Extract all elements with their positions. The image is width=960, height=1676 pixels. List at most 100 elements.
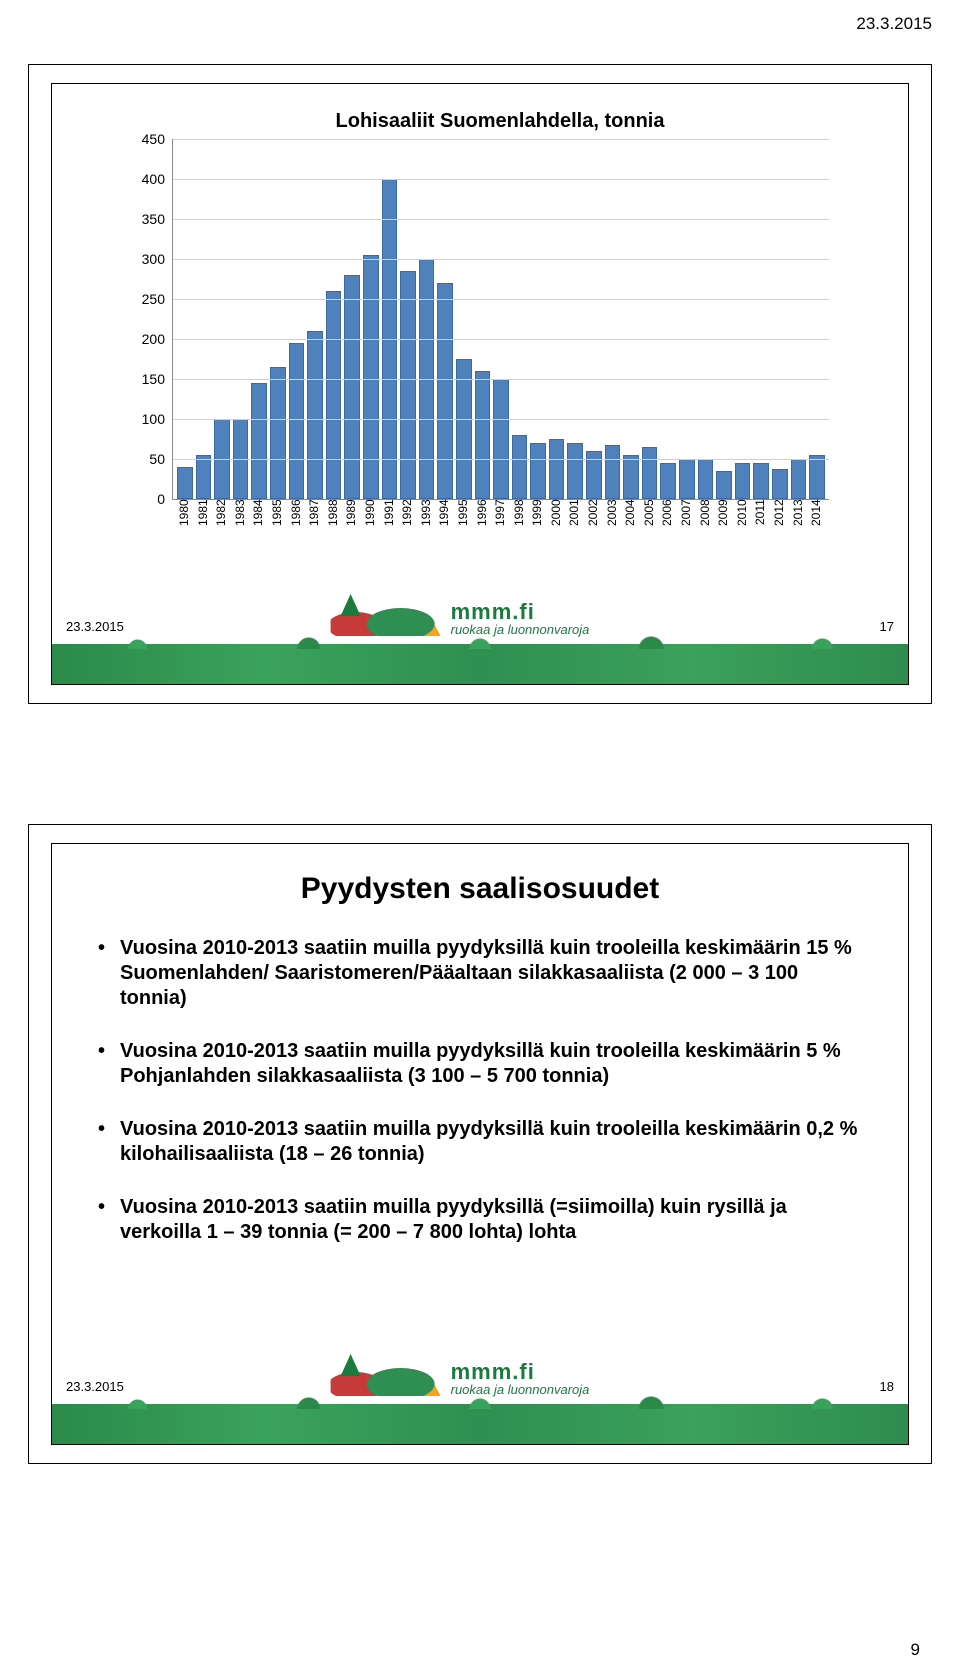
chart-bar — [437, 283, 453, 499]
chart-gridline — [173, 179, 829, 180]
slide-number: 18 — [880, 1379, 894, 1394]
chart-area: Lohisaaliit Suomenlahdella, tonnia 19801… — [172, 110, 828, 534]
chart-x-tick-label: 2002 — [586, 499, 602, 547]
slide-chart: Lohisaaliit Suomenlahdella, tonnia 19801… — [28, 64, 932, 704]
chart-bar — [623, 455, 639, 499]
mmm-brand: mmm.fi — [451, 1361, 590, 1383]
chart-title: Lohisaaliit Suomenlahdella, tonnia — [172, 110, 828, 133]
chart-bar — [270, 367, 286, 499]
chart-x-tick-label: 1989 — [344, 499, 360, 547]
chart-bar — [251, 383, 267, 499]
chart-bar — [716, 471, 732, 499]
chart-x-tick-label: 1985 — [270, 499, 286, 547]
slide-chart-inner: Lohisaaliit Suomenlahdella, tonnia 19801… — [51, 83, 909, 685]
chart-x-tick-label: 2008 — [698, 499, 714, 547]
chart-x-tick-label: 2001 — [567, 499, 583, 547]
chart-bar — [753, 463, 769, 499]
slide-bullets-inner: Pyydysten saalisosuudet Vuosina 2010-201… — [51, 843, 909, 1445]
slide2-bullets: Vuosina 2010-2013 saatiin muilla pyydyks… — [98, 936, 862, 1273]
chart-y-tick-label: 400 — [142, 171, 173, 187]
chart-bar — [772, 469, 788, 499]
bullet-item: Vuosina 2010-2013 saatiin muilla pyydyks… — [98, 1117, 862, 1167]
chart-x-tick-label: 1982 — [214, 499, 230, 547]
chart-x-tick-label: 1986 — [289, 499, 305, 547]
chart-x-tick-label: 1995 — [456, 499, 472, 547]
chart-x-tick-label: 1984 — [251, 499, 267, 547]
chart-y-tick-label: 0 — [157, 491, 173, 507]
chart-bar — [512, 435, 528, 499]
chart-y-tick-label: 450 — [142, 131, 173, 147]
chart-x-tick-label: 2005 — [642, 499, 658, 547]
chart-y-tick-label: 150 — [142, 371, 173, 387]
chart-bar — [679, 459, 695, 499]
chart-x-tick-label: 1992 — [400, 499, 416, 547]
chart-x-tick-label: 1980 — [177, 499, 193, 547]
chart-x-tick-label: 1983 — [233, 499, 249, 547]
mmm-logo-text: mmm.fi ruokaa ja luonnonvaroja — [451, 601, 590, 636]
chart-x-tick-label: 2006 — [660, 499, 676, 547]
chart-bar — [326, 291, 342, 499]
chart-x-tick-label: 1981 — [196, 499, 212, 547]
chart-bar — [809, 455, 825, 499]
slide-bullets: Pyydysten saalisosuudet Vuosina 2010-201… — [28, 824, 932, 1464]
chart-x-tick-label: 2011 — [753, 499, 769, 547]
chart-y-tick-label: 300 — [142, 251, 173, 267]
chart-y-tick-label: 100 — [142, 411, 173, 427]
chart-x-tick-label: 2003 — [605, 499, 621, 547]
chart-bar — [791, 459, 807, 499]
chart-bar — [400, 271, 416, 499]
chart-bar — [605, 445, 621, 499]
page-number: 9 — [911, 1640, 920, 1660]
logo-foliage-icon — [331, 1336, 451, 1396]
chart-x-tick-label: 1997 — [493, 499, 509, 547]
chart-x-tick-label: 1998 — [512, 499, 528, 547]
chart-gridline — [173, 139, 829, 140]
chart-bar — [307, 331, 323, 499]
chart-gridline — [173, 459, 829, 460]
chart-x-labels: 1980198119821983198419851986198719881989… — [173, 499, 829, 547]
bullet-item: Vuosina 2010-2013 saatiin muilla pyydyks… — [98, 936, 862, 1011]
chart-x-tick-label: 2012 — [772, 499, 788, 547]
mmm-logo-text: mmm.fi ruokaa ja luonnonvaroja — [451, 1361, 590, 1396]
chart-y-tick-label: 350 — [142, 211, 173, 227]
chart-y-tick-label: 250 — [142, 291, 173, 307]
chart-gridline — [173, 219, 829, 220]
chart-gridline — [173, 339, 829, 340]
chart-x-tick-label: 1990 — [363, 499, 379, 547]
slide-footer-date: 23.3.2015 — [66, 1379, 124, 1394]
footer-greenstrip — [52, 1404, 908, 1444]
chart-x-tick-label: 2014 — [809, 499, 825, 547]
chart-x-tick-label: 1991 — [382, 499, 398, 547]
chart-x-tick-label: 2013 — [791, 499, 807, 547]
chart-x-tick-label: 1999 — [530, 499, 546, 547]
slide-footer-date: 23.3.2015 — [66, 619, 124, 634]
footer-greenstrip — [52, 644, 908, 684]
chart-x-tick-label: 2010 — [735, 499, 751, 547]
mmm-logo: mmm.fi ruokaa ja luonnonvaroja — [371, 1361, 590, 1396]
bullet-item: Vuosina 2010-2013 saatiin muilla pyydyks… — [98, 1195, 862, 1245]
chart-plot: 1980198119821983198419851986198719881989… — [172, 139, 829, 500]
slide-number: 17 — [880, 619, 894, 634]
chart-bar — [642, 447, 658, 499]
chart-y-tick-label: 200 — [142, 331, 173, 347]
page-header-date: 23.3.2015 — [856, 14, 932, 34]
chart-gridline — [173, 379, 829, 380]
chart-bar — [567, 443, 583, 499]
chart-x-tick-label: 1993 — [419, 499, 435, 547]
mmm-brand: mmm.fi — [451, 601, 590, 623]
chart-gridline — [173, 299, 829, 300]
chart-x-tick-label: 1987 — [307, 499, 323, 547]
chart-bar — [177, 467, 193, 499]
chart-x-tick-label: 2009 — [716, 499, 732, 547]
chart-bars — [173, 139, 829, 499]
chart-gridline — [173, 259, 829, 260]
chart-bar — [549, 439, 565, 499]
mmm-logo: mmm.fi ruokaa ja luonnonvaroja — [371, 601, 590, 636]
chart-bar — [698, 459, 714, 499]
chart-bar — [196, 455, 212, 499]
chart-x-tick-label: 2000 — [549, 499, 565, 547]
chart-x-tick-label: 1994 — [437, 499, 453, 547]
slide-footer: 23.3.2015 17 mmm.fi ruokaa ja luonnonvar… — [52, 612, 908, 684]
logo-foliage-icon — [331, 576, 451, 636]
slide-footer: 23.3.2015 18 mmm.fi ruokaa ja luonnonvar… — [52, 1372, 908, 1444]
